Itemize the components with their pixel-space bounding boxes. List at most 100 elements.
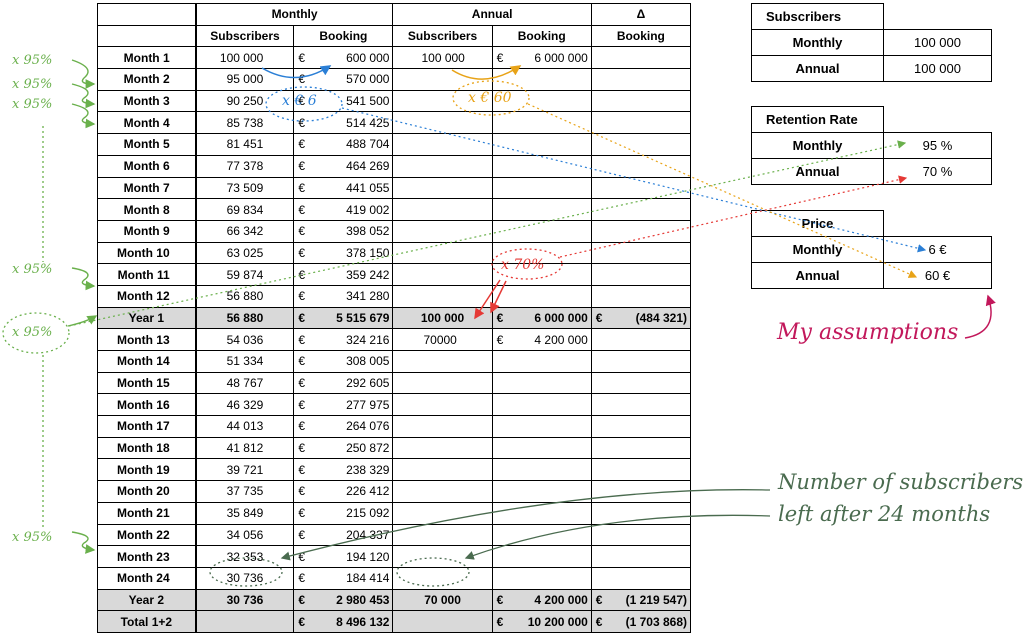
- price-monthly-value: 6 €: [883, 236, 992, 263]
- row-label: Month 6: [96, 154, 197, 178]
- row-label-value: Month 24: [116, 571, 170, 586]
- monthly-subscribers-cell-value: 69 834: [226, 202, 264, 217]
- annual-subscribers-cell-value: 100 000: [421, 50, 465, 65]
- monthly-booking-cell: €226 412: [293, 480, 394, 503]
- monthly-booking-cell: €308 005: [293, 350, 394, 373]
- monthly-subscribers-cell-value: 32 353: [226, 549, 264, 564]
- table-row: Month 19 39 721 €238 329: [96, 458, 692, 482]
- retention-annotation: x 95%: [12, 97, 53, 112]
- delta-booking-cell: [590, 219, 692, 243]
- monthly-booking-cell-value: 378 150: [346, 245, 390, 260]
- row-label-value: Month 23: [116, 549, 170, 564]
- annual-subscribers-cell-value: 100 000: [420, 310, 465, 325]
- pink-curve-arrow: [964, 294, 996, 339]
- delta-booking-cell: [590, 133, 692, 156]
- monthly-booking-cell-value: 464 269: [346, 159, 390, 174]
- monthly-booking-cell-value: 514 425: [346, 115, 390, 130]
- row-label-value: Month 17: [116, 419, 170, 434]
- green-curve-arrow: [67, 315, 98, 327]
- annual-booking-cell: €6 000 000: [491, 306, 592, 330]
- currency-symbol: €: [298, 506, 305, 521]
- monthly-subscribers-cell-value: 59 874: [226, 267, 264, 282]
- row-label: Month 1: [96, 46, 197, 70]
- monthly-subscribers-cell: [194, 610, 295, 633]
- annual-booking-cell: €4 200 000: [491, 328, 592, 351]
- currency-symbol: €: [298, 549, 305, 564]
- annual-booking-cell-value: 4 200 000: [534, 332, 588, 347]
- delta-booking-header: Booking: [590, 24, 692, 48]
- monthly-subscribers-cell-value: 73 509: [226, 180, 264, 195]
- monthly-booking-cell: €398 052: [293, 219, 394, 243]
- monthly-booking-cell: €359 242: [293, 263, 394, 286]
- row-label-value: Month 8: [123, 202, 170, 217]
- row-label: Month 7: [96, 176, 197, 200]
- table-row: Month 12 56 880 €341 280: [96, 284, 692, 308]
- monthly-subscribers-cell-value: 63 025: [226, 245, 264, 260]
- subscribers-assumption-table: Subscribers Monthly 100 000 Annual 100 000: [751, 3, 992, 82]
- monthly-subscribers-cell: 77 378: [194, 154, 295, 178]
- green-curve-arrow: [71, 83, 96, 109]
- subscribers-annual-label: Annual: [751, 55, 884, 82]
- currency-symbol: €: [298, 180, 305, 195]
- currency-symbol: €: [298, 289, 305, 304]
- delta-booking-cell-value: (1 219 547): [625, 592, 687, 607]
- monthly-subscribers-cell: 54 036: [194, 328, 295, 351]
- subscribers-left-note-line1: Number of subscribers: [778, 470, 1024, 494]
- blank-cell: [883, 106, 992, 133]
- orange-dotted-ellipse: [452, 80, 530, 116]
- currency-symbol: €: [298, 72, 305, 87]
- annual-booking-cell-value: 6 000 000: [534, 50, 588, 65]
- row-label-value: Month 10: [116, 245, 170, 260]
- annual-subscribers-cell: [392, 610, 493, 633]
- row-label-value: Month 21: [116, 506, 170, 521]
- monthly-subscribers-cell-value: 44 013: [226, 419, 264, 434]
- table-row: Month 4 85 738 €514 425: [96, 111, 692, 135]
- annual-booking-cell-value: 10 200 000: [527, 614, 588, 629]
- green-curve-arrow: [71, 531, 96, 554]
- row-label: Month 9: [96, 219, 197, 243]
- annual-subscribers-cell: 100 000: [392, 306, 493, 330]
- currency-symbol: €: [496, 50, 504, 65]
- monthly-booking-cell: €541 500: [293, 89, 394, 113]
- monthly-subscribers-cell: 73 509: [194, 176, 295, 200]
- monthly-booking-cell-value: 441 055: [346, 180, 390, 195]
- annual-subscribers-cell: 70000: [392, 328, 493, 351]
- currency-symbol: €: [298, 376, 305, 391]
- row-label-value: Month 15: [116, 376, 170, 391]
- subscribers-monthly-value: 100 000: [883, 29, 992, 56]
- monthly-subscribers-cell: 56 880: [194, 284, 295, 308]
- delta-booking-cell: [590, 111, 692, 135]
- dark-dotted-ellipse: [209, 557, 283, 587]
- table-row: Month 10 63 025 €378 150: [96, 241, 692, 265]
- delta-booking-cell: € (484 321): [590, 306, 692, 330]
- table-row: Month 9 66 342 €398 052: [96, 219, 692, 243]
- currency-symbol: €: [298, 571, 305, 586]
- table-row: Year 1 56 880 €5 515 679 100 000 €6 000 000 €…: [96, 306, 692, 330]
- monthly-subscribers-cell-value: 95 000: [226, 72, 264, 87]
- currency-symbol: €: [298, 462, 305, 477]
- monthly-booking-cell: €378 150: [293, 241, 394, 265]
- currency-symbol: €: [595, 592, 603, 607]
- currency-symbol: €: [298, 94, 305, 109]
- table-row: Month 24 30 736 €184 414: [96, 566, 692, 590]
- group-header-row: Monthly Annual Δ: [96, 3, 692, 26]
- subscribers-monthly-label: Monthly: [751, 29, 884, 56]
- row-label: Month 3: [96, 89, 197, 113]
- monthly-subscribers-cell: 69 834: [194, 198, 295, 221]
- currency-symbol: €: [496, 614, 504, 629]
- monthly-subscribers-cell-value: 35 849: [226, 506, 264, 521]
- monthly-booking-cell-value: 600 000: [346, 50, 390, 65]
- delta-booking-cell: [590, 154, 692, 178]
- currency-symbol: €: [496, 332, 504, 347]
- currency-symbol: €: [298, 441, 305, 456]
- row-label: Total 1+2: [96, 610, 197, 633]
- monthly-booking-cell-value: 204 337: [346, 527, 390, 542]
- table-row: Month 18 41 812 €250 872: [96, 436, 692, 460]
- delta-booking-cell: [590, 176, 692, 200]
- assumptions-note: My assumptions: [777, 320, 959, 345]
- monthly-subscribers-header: Subscribers: [194, 24, 295, 48]
- currency-symbol: €: [298, 332, 305, 347]
- table-row: Month 6 77 378 €464 269: [96, 154, 692, 178]
- monthly-booking-cell: €277 975: [293, 393, 394, 417]
- currency-symbol: €: [298, 267, 305, 282]
